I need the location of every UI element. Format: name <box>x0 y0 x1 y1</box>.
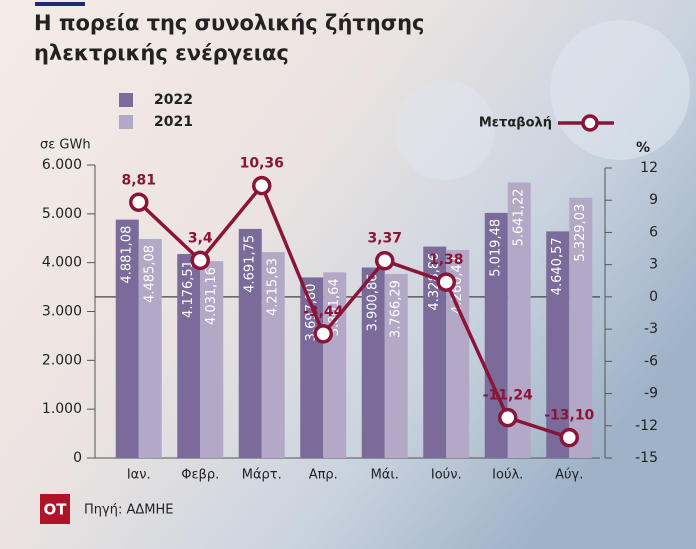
title-accent <box>35 2 85 6</box>
y2-tick-label: 3 <box>649 257 658 273</box>
y2-tick-label: -12 <box>635 418 658 434</box>
source: Πηγή: ΑΔΜΗΕ <box>84 503 173 518</box>
bulb-decoration <box>550 20 690 160</box>
bar <box>323 272 347 458</box>
change-point <box>436 272 456 292</box>
x-tick-label: Απρ. <box>309 468 338 483</box>
bar <box>200 261 224 458</box>
bar-value-label: 4.640,57 <box>550 237 565 295</box>
legend-swatch <box>119 93 133 107</box>
bar <box>177 254 201 458</box>
bar-value-label: 4.328,86 <box>427 253 442 311</box>
change-label: -13,10 <box>544 408 594 424</box>
y2-tick-label: 0 <box>649 289 658 305</box>
x-tick-label: Μάι. <box>371 468 399 483</box>
bar <box>546 231 570 458</box>
change-label: 10,36 <box>240 156 284 172</box>
bar-value-label: 5.641,22 <box>512 189 527 247</box>
bar-value-label: 4.031,16 <box>204 267 219 325</box>
change-label: -11,24 <box>483 388 533 404</box>
bar <box>261 252 285 458</box>
bar <box>569 197 593 459</box>
bar <box>115 219 139 458</box>
change-point <box>375 250 395 271</box>
change-point <box>252 175 272 196</box>
bar-value-label: 5.019,48 <box>489 219 504 277</box>
bar-value-label: 4.485,08 <box>143 245 158 303</box>
bar-value-label: 4.215,63 <box>266 258 281 316</box>
change-label: 8,81 <box>121 172 156 188</box>
bar <box>138 238 162 458</box>
y2-tick-label: -15 <box>635 450 658 466</box>
chart-title: Η πορεία της συνολικής ζήτησης <box>34 11 425 35</box>
bulb-decoration <box>395 80 495 180</box>
x-tick-label: Ιούλ. <box>492 468 523 483</box>
y2-tick-label: 12 <box>640 160 658 176</box>
change-point <box>313 324 333 344</box>
x-tick-label: Αύγ. <box>555 468 583 483</box>
change-point <box>190 250 210 271</box>
x-tick-label: Ιούν. <box>431 468 462 483</box>
y-tick-label: 2.000 <box>42 352 82 368</box>
bar <box>507 182 531 458</box>
y-tick-label: 5.000 <box>42 206 82 222</box>
bar-value-label: 4.881,08 <box>120 226 135 284</box>
bar <box>423 246 447 458</box>
x-tick-label: Μάρτ. <box>242 468 282 483</box>
y2-tick-label: 9 <box>649 192 658 208</box>
legend-label: Μεταβολή <box>479 116 552 131</box>
y-tick-label: 0 <box>73 450 82 466</box>
bar-value-label: 4.691,75 <box>243 235 258 293</box>
bar-value-label: 3.900,86 <box>366 274 381 332</box>
y-tick-label: 3.000 <box>42 304 82 320</box>
y-axis-label: σε GWh <box>40 138 91 153</box>
y-tick-label: 6.000 <box>42 157 82 173</box>
bar <box>446 249 470 458</box>
y2-tick-label: -6 <box>644 353 658 369</box>
change-label: 3,4 <box>188 230 213 246</box>
y-tick-label: 1.000 <box>42 401 82 417</box>
legend-point <box>581 114 599 132</box>
bar-value-label: 4.176,51 <box>181 260 196 318</box>
change-label: -3,44 <box>303 304 344 320</box>
change-point <box>559 427 579 448</box>
legend-swatch <box>119 115 133 129</box>
bar-value-label: 5.329,03 <box>573 204 588 262</box>
bar <box>361 267 385 458</box>
y2-axis-label: % <box>636 140 650 156</box>
x-tick-label: Φεβρ. <box>181 468 219 483</box>
bar <box>384 274 408 458</box>
bar-value-label: 3.801,64 <box>327 278 342 336</box>
bar <box>238 228 262 458</box>
y2-tick-label: -3 <box>644 321 658 337</box>
y-tick-label: 4.000 <box>42 255 82 271</box>
y2-tick-label: 6 <box>649 224 658 240</box>
bar-value-label: 3.766,29 <box>389 280 404 338</box>
legend-label: 2021 <box>154 114 193 130</box>
logo: OT <box>44 501 68 519</box>
y2-tick-label: -9 <box>644 386 658 402</box>
change-point <box>498 407 518 428</box>
change-label: 1,38 <box>429 252 464 268</box>
logo-box <box>40 494 70 524</box>
change-label: 3,37 <box>367 231 402 247</box>
x-tick-label: Ιαν. <box>127 468 151 483</box>
change-point <box>129 192 149 213</box>
chart-title: ηλεκτρικής ενέργειας <box>34 41 289 65</box>
bar <box>484 212 508 458</box>
change-line <box>137 182 570 440</box>
legend-label: 2022 <box>154 92 193 108</box>
